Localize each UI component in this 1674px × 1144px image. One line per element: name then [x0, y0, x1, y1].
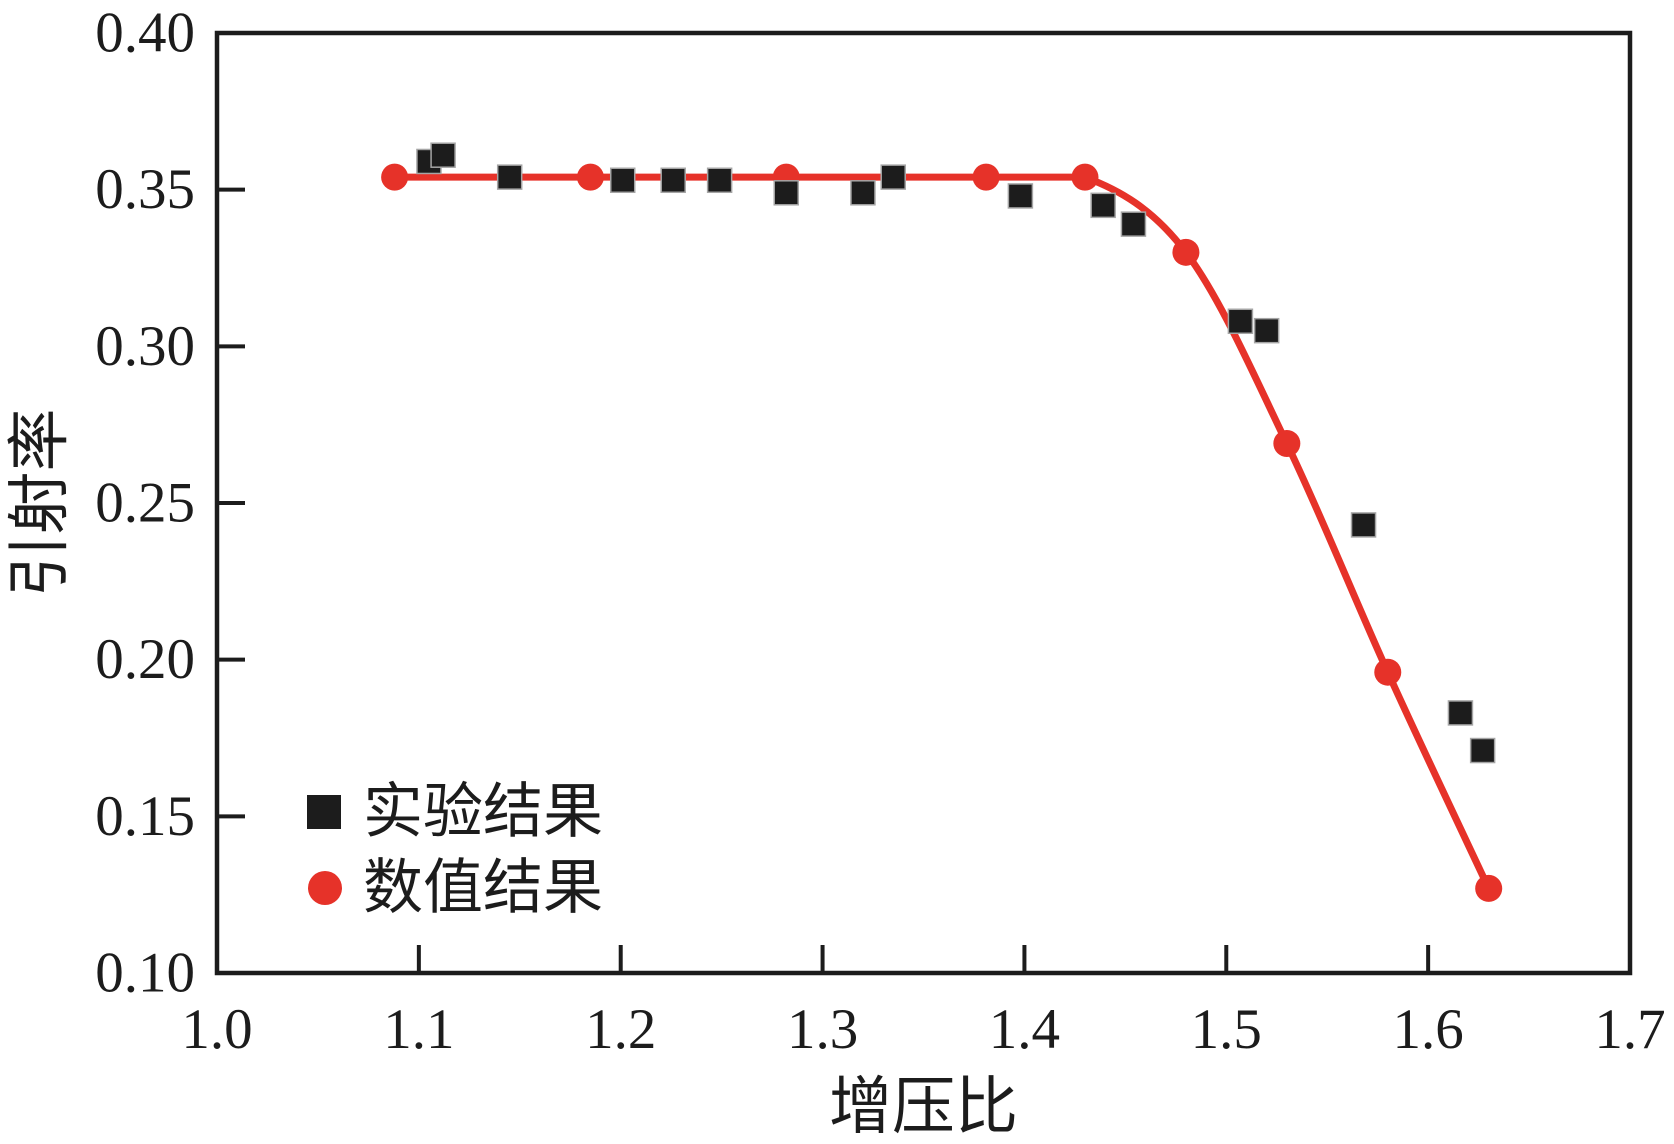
x-tick-label: 1.4 — [989, 998, 1060, 1061]
x-tick-label: 1.0 — [181, 998, 252, 1061]
experimental-point — [430, 142, 456, 168]
x-tick-label: 1.3 — [787, 998, 858, 1061]
experimental-point — [1350, 512, 1377, 538]
numerical-point — [1475, 874, 1503, 902]
experimental-point — [1227, 308, 1254, 335]
experimental-point — [1447, 700, 1474, 726]
experimental-point — [1120, 211, 1147, 237]
x-tick-label: 1.7 — [1594, 998, 1665, 1061]
y-tick-label: 0.15 — [95, 785, 195, 848]
numerical-series — [381, 163, 1503, 902]
numerical-point — [1374, 658, 1402, 686]
plot-border — [214, 30, 1633, 976]
legend: 实验结果 数值结果 — [307, 779, 603, 921]
experimental-point — [609, 167, 636, 194]
experimental-point — [1253, 317, 1280, 344]
series-layer — [381, 142, 1503, 902]
y-tick-label: 0.35 — [95, 158, 195, 221]
experimental-point — [850, 180, 876, 206]
numerical-point — [1071, 163, 1099, 191]
experimental-point — [660, 167, 686, 194]
legend-marker-numerical-circle — [308, 871, 342, 905]
x-tick-label: 1.6 — [1393, 998, 1464, 1061]
x-tick-label: 1.2 — [585, 998, 656, 1061]
experimental-point — [1090, 192, 1116, 219]
tick-labels: 1.0 1.1 1.2 1.3 1.4 1.5 1.6 1.7 0.10 0.15 0.20 0.25… — [95, 2, 1665, 1062]
experimental-point — [496, 164, 523, 190]
y-axis-title: 引射率 — [5, 409, 75, 598]
numerical-point — [381, 163, 409, 191]
legend-label-experimental: 实验结果 — [363, 779, 603, 845]
numerical-point — [1172, 238, 1200, 266]
x-tick-label: 1.5 — [1191, 998, 1262, 1061]
experimental-point — [773, 180, 799, 206]
numerical-point — [1273, 429, 1301, 457]
experimental-point — [706, 167, 733, 194]
numerical-point — [576, 163, 604, 191]
experimental-point — [1007, 183, 1034, 209]
x-tick-label: 1.1 — [383, 998, 454, 1061]
y-tick-label: 0.30 — [95, 315, 195, 378]
x-axis-title: 增压比 — [829, 1072, 1018, 1142]
experimental-series — [416, 142, 1496, 764]
experimental-point — [880, 164, 906, 190]
axis-ticks — [215, 31, 1632, 975]
legend-label-numerical: 数值结果 — [363, 855, 603, 921]
legend-marker-experimental-square — [307, 795, 341, 829]
numerical-point — [972, 163, 1000, 191]
y-tick-label: 0.10 — [95, 942, 195, 1005]
experimental-point — [1469, 737, 1496, 764]
y-tick-label: 0.20 — [95, 628, 195, 691]
y-tick-label: 0.40 — [95, 2, 195, 65]
y-tick-label: 0.25 — [95, 472, 195, 535]
